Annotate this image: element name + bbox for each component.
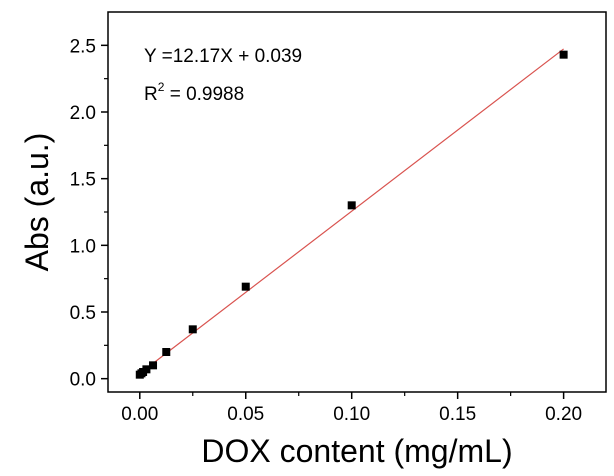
- x-tick-label: 0.20: [545, 404, 582, 425]
- plot-frame: [107, 11, 607, 393]
- x-tick-label: 0.10: [333, 404, 370, 425]
- data-point: [149, 361, 158, 370]
- x-tick-label: 0.15: [439, 404, 476, 425]
- equation-annotation: Y =12.17X + 0.039: [144, 46, 302, 67]
- data-point: [188, 325, 197, 334]
- x-tick-label: 0.05: [227, 404, 264, 425]
- y-tick-label: 1.0: [70, 236, 96, 257]
- fit-line-group: [139, 48, 564, 374]
- r2-superscript: 2: [158, 80, 165, 94]
- y-tick-label: 1.5: [70, 170, 96, 191]
- y-tick-label: 0.0: [70, 370, 96, 391]
- data-point: [241, 282, 250, 291]
- y-axis-ticks: 0.0 0.5 1.0 1.5 2.0 2.5: [70, 36, 108, 391]
- x-axis-title: DOX content (mg/mL): [201, 433, 512, 469]
- r2-annotation: R2 = 0.9988: [144, 80, 244, 105]
- x-tick-label: 0.00: [121, 404, 158, 425]
- data-point: [162, 348, 171, 356]
- y-axis-title: Abs (a.u.): [19, 133, 55, 272]
- x-axis-ticks: 0.00 0.05 0.10 0.15 0.20: [121, 392, 582, 425]
- data-point: [142, 365, 151, 374]
- r2-value: = 0.9988: [164, 84, 244, 105]
- fit-line: [139, 48, 564, 374]
- y-tick-label: 2.0: [70, 103, 96, 124]
- data-point: [559, 50, 568, 59]
- r2-prefix: R: [144, 84, 158, 105]
- y-tick-label: 0.5: [70, 303, 96, 324]
- data-points: [135, 50, 568, 379]
- y-tick-label: 2.5: [70, 36, 96, 57]
- data-point: [347, 201, 356, 210]
